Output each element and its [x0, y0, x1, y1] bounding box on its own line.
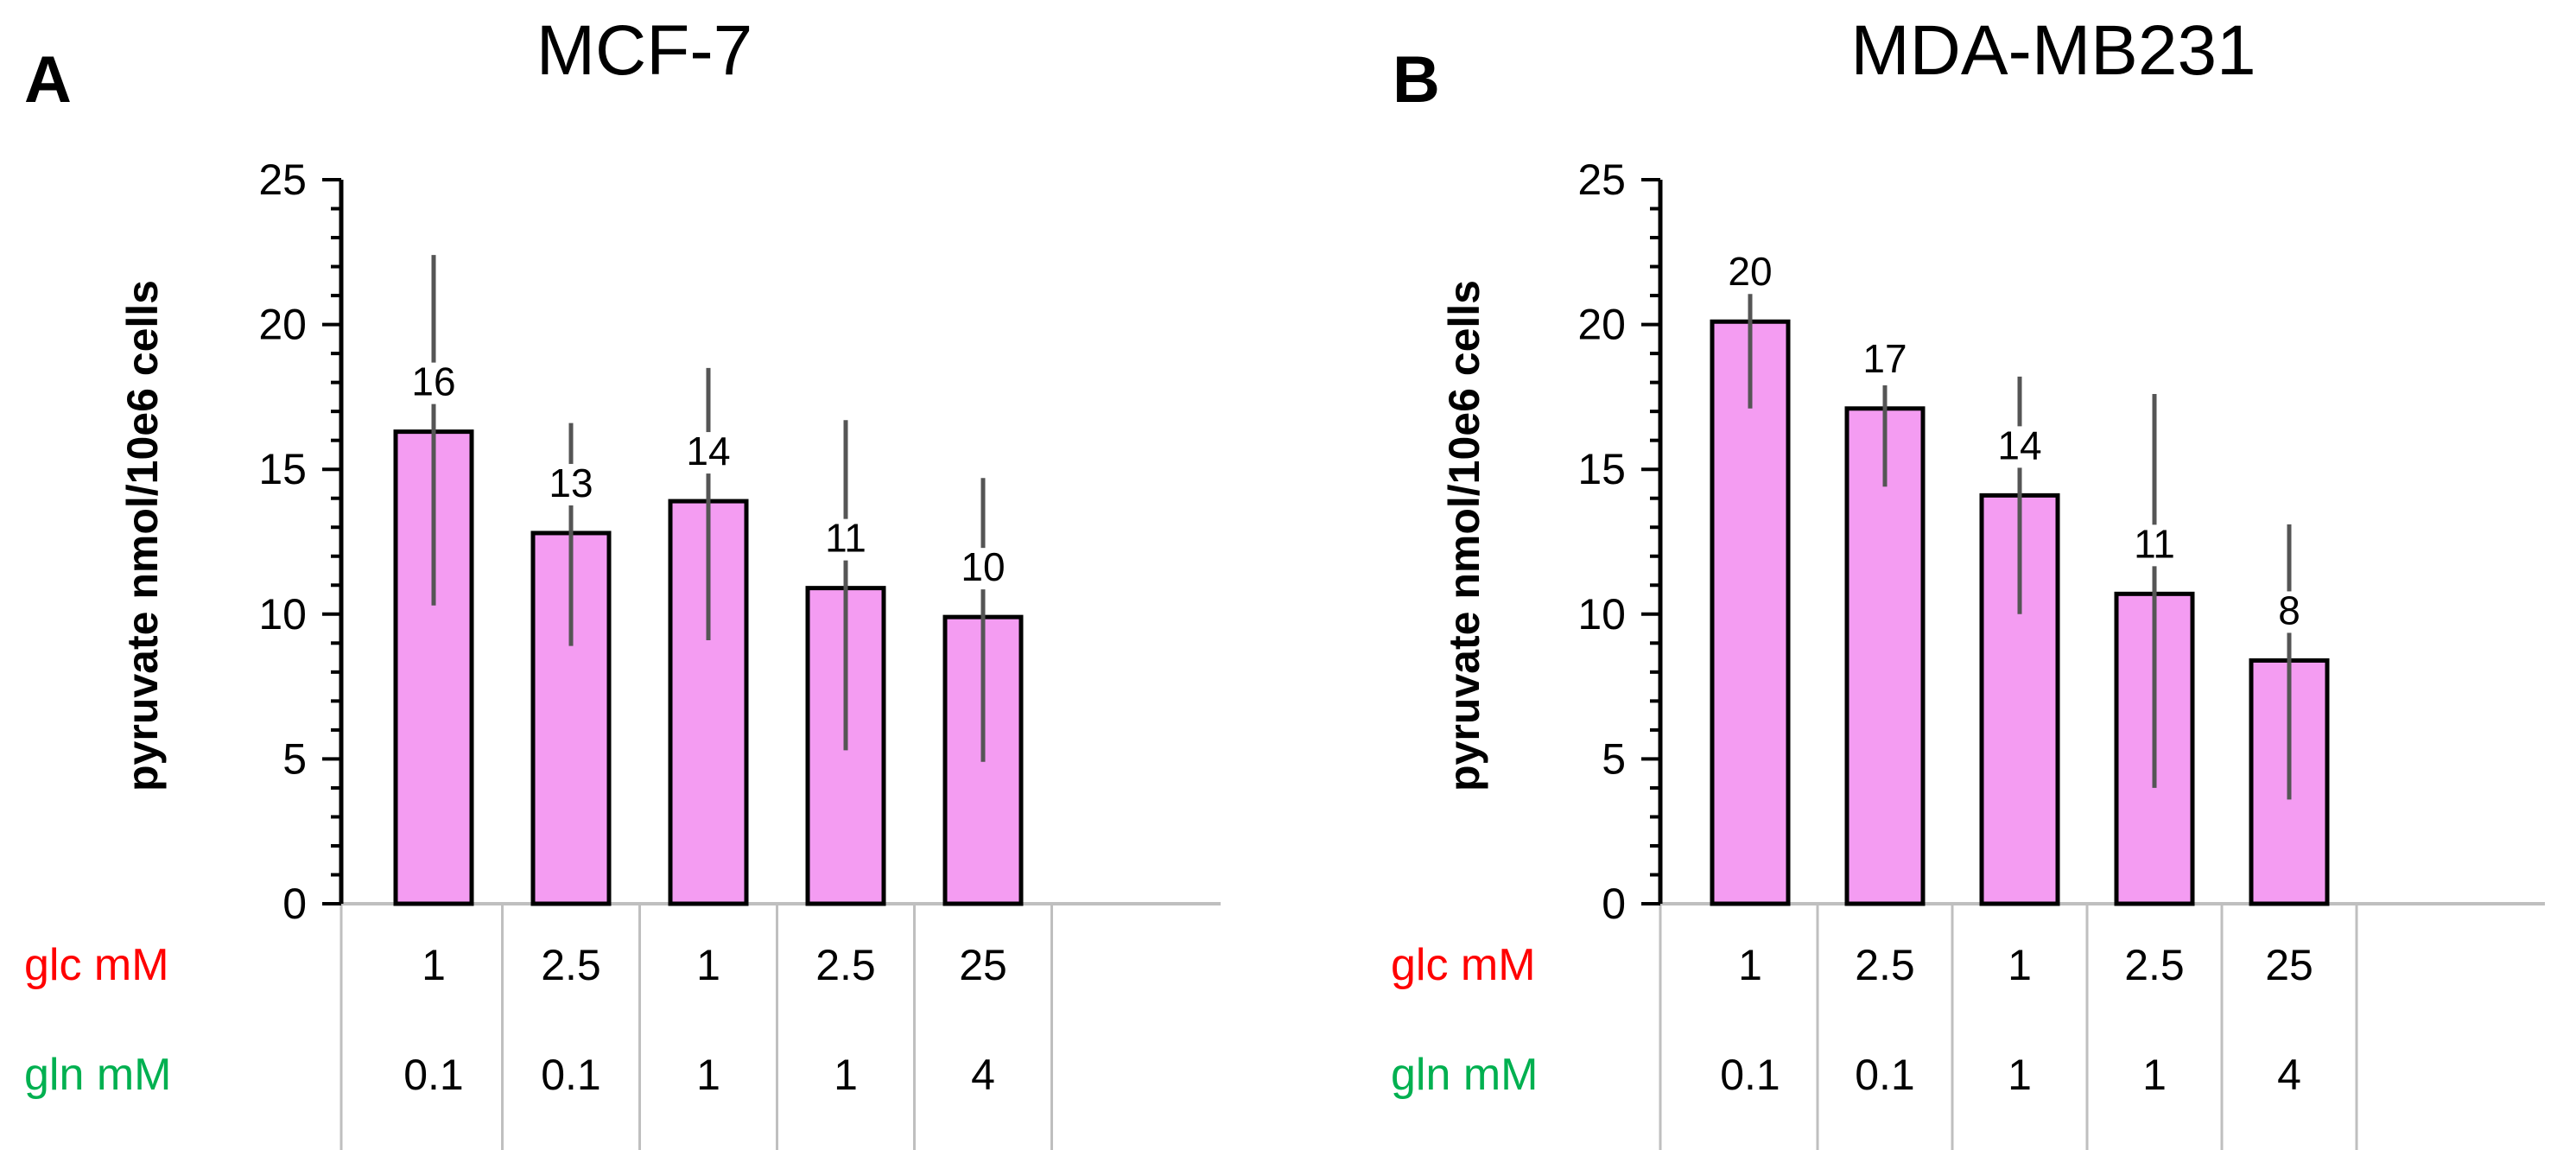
table-cell: 0.1 — [1720, 1051, 1780, 1099]
y-tick-label: 0 — [282, 880, 307, 928]
data-label: 16 — [411, 359, 455, 404]
data-label: 11 — [825, 516, 866, 561]
panel-b: B MDA-MB231 pyruvate nmol/10e6 cells 0 5 1… — [1391, 11, 2545, 1150]
data-label-bg — [954, 548, 1012, 590]
table-cell: 0.1 — [403, 1051, 464, 1099]
category-table: glc mM 1 2.5 1 2.5 25 gln mM 0.1 0.1 1 1 4 — [24, 940, 1007, 1100]
table-cell: 1 — [834, 1051, 858, 1099]
table-cell: 1 — [1738, 941, 1762, 989]
y-tick-label: 20 — [1577, 301, 1626, 349]
category-table-grid — [1659, 902, 2545, 1150]
table-cell: 2.5 — [2124, 941, 2185, 989]
error-bars — [1748, 292, 2292, 800]
data-label: 10 — [961, 544, 1005, 589]
glc-row-label: glc mM — [1391, 940, 1536, 990]
table-cell: 1 — [696, 941, 720, 989]
table-cell: 4 — [971, 1051, 995, 1099]
table-cell: 25 — [959, 941, 1007, 989]
y-tick-label: 25 — [1577, 156, 1626, 204]
y-tick-labels: 0 5 10 15 20 25 — [1577, 156, 1626, 928]
data-label: 14 — [1997, 423, 2041, 467]
y-tick-label: 20 — [258, 301, 307, 349]
data-label-bg — [679, 432, 738, 474]
data-label-bg — [2272, 591, 2306, 633]
data-label: 14 — [686, 429, 730, 473]
bar — [1844, 406, 1926, 906]
data-label-bg — [1990, 426, 2049, 468]
y-tick-label: 5 — [1602, 734, 1626, 783]
data-label-bg — [542, 463, 600, 505]
table-cell: 1 — [2008, 941, 2032, 989]
error-bars — [431, 255, 986, 762]
table-cell: 4 — [2277, 1051, 2301, 1099]
table-cell: 2.5 — [541, 941, 601, 989]
category-table: glc mM 1 2.5 1 2.5 25 gln mM 0.1 0.1 1 1 4 — [1391, 940, 2313, 1100]
table-cell: 1 — [422, 941, 446, 989]
table-cell: 0.1 — [541, 1051, 601, 1099]
data-label: 11 — [2134, 521, 2175, 566]
y-tick-label: 5 — [282, 734, 307, 783]
data-label-bg — [1856, 339, 1914, 381]
bar-series — [1710, 319, 2330, 906]
data-label-bg — [2125, 524, 2184, 567]
panel-letter: A — [24, 43, 72, 117]
glc-row-label: glc mM — [24, 940, 169, 990]
y-axis-label: pyruvate nmol/10e6 cells — [1440, 280, 1488, 791]
category-table-grid — [339, 902, 1221, 1150]
y-tick-label: 15 — [258, 445, 307, 493]
bar — [1710, 319, 1791, 906]
y-axis-label: pyruvate nmol/10e6 cells — [118, 280, 167, 791]
chart-title: MDA-MB231 — [1850, 11, 2256, 90]
table-cell: 1 — [2008, 1051, 2032, 1099]
table-cell: 25 — [2265, 941, 2313, 989]
table-cell: 1 — [2142, 1051, 2167, 1099]
y-tick-label: 0 — [1602, 880, 1626, 928]
y-tick-label: 15 — [1577, 445, 1626, 493]
panel-letter: B — [1393, 43, 1440, 117]
y-tick-label: 25 — [258, 156, 307, 204]
gln-row-label: gln mM — [1391, 1050, 1538, 1100]
data-label: 13 — [549, 461, 593, 505]
table-cell: 0.1 — [1855, 1051, 1915, 1099]
data-label: 20 — [1728, 249, 1772, 294]
table-cell: 1 — [696, 1051, 720, 1099]
y-axis — [1641, 178, 1663, 905]
gln-row-label: gln mM — [24, 1050, 171, 1100]
table-cell: 2.5 — [1855, 941, 1915, 989]
table-cell: 2.5 — [815, 941, 876, 989]
y-tick-label: 10 — [1577, 590, 1626, 639]
panel-a: A MCF-7 pyruvate nmol/10e6 cells 0 5 10 15 2… — [24, 11, 1221, 1150]
data-label-bg — [1721, 252, 1780, 295]
data-label-bg — [404, 362, 463, 404]
y-axis — [322, 178, 344, 905]
data-label: 17 — [1862, 336, 1907, 381]
data-label: 8 — [2278, 588, 2300, 632]
y-tick-labels: 0 5 10 15 20 25 — [258, 156, 307, 928]
data-label-bg — [816, 518, 875, 561]
data-labels: 16 13 14 11 10 — [404, 359, 1012, 590]
data-labels: 20 17 14 11 8 — [1721, 249, 2306, 633]
y-tick-label: 10 — [258, 590, 307, 639]
chart-title: MCF-7 — [536, 11, 753, 90]
